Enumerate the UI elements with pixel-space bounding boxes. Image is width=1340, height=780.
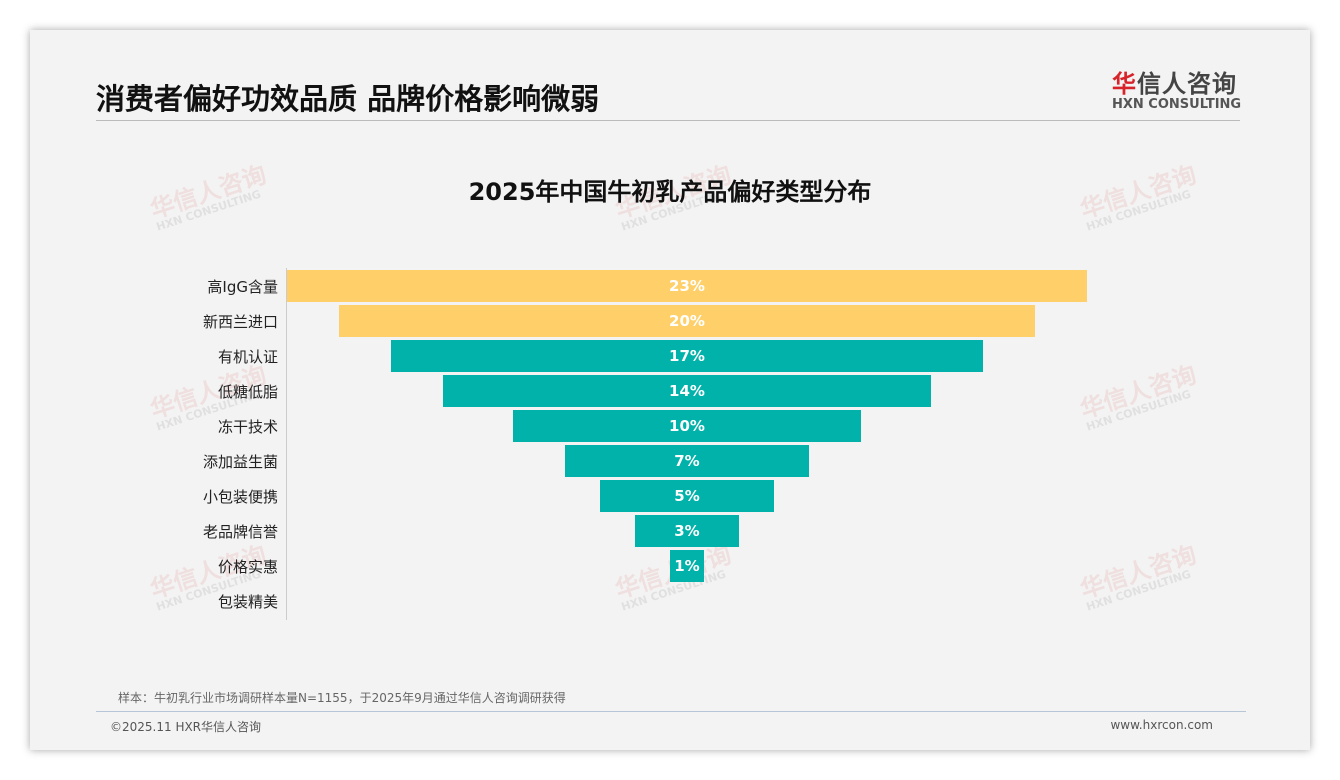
y-axis-line (286, 268, 287, 620)
copyright: ©2025.11 HXR华信人咨询 (110, 720, 262, 734)
data-label: 20% (669, 312, 705, 330)
funnel-bar: 7% (565, 445, 809, 477)
funnel-bar: 20% (339, 305, 1035, 337)
data-label: 23% (669, 277, 705, 295)
data-label: 5% (674, 487, 700, 505)
category-label: 包装精美 (217, 593, 278, 611)
category-label: 高IgG含量 (207, 278, 278, 296)
category-label: 冻干技术 (217, 418, 278, 436)
footer-divider (96, 711, 1246, 712)
funnel-bar: 1% (669, 550, 705, 582)
data-label: 14% (669, 382, 705, 400)
data-label: 3% (674, 522, 700, 540)
category-label: 低糖低脂 (217, 383, 278, 401)
category-label: 有机认证 (217, 348, 278, 366)
chart-title: 2025年中国牛初乳产品偏好类型分布 (468, 178, 872, 206)
title-divider (96, 120, 1240, 121)
slide: 消费者偏好功效品质 品牌价格影响微弱 华信人咨询 HXN CONSULTING … (30, 30, 1310, 750)
funnel-bar: 10% (513, 410, 861, 442)
category-label: 小包装便携 (202, 488, 278, 506)
data-label: 1% (674, 557, 700, 575)
logo-cn: 信人咨询 (1137, 70, 1237, 98)
data-label: 7% (674, 452, 700, 470)
funnel-bar: 5% (600, 480, 774, 512)
sample-note: 样本：牛初乳行业市场调研样本量N=1155，于2025年9月通过华信人咨询调研获… (118, 691, 566, 705)
funnel-bar: 23% (286, 270, 1088, 302)
category-label: 老品牌信誉 (202, 523, 278, 541)
website-url: www.hxrcon.com (1110, 718, 1213, 732)
logo: 华信人咨询 HXN CONSULTING (1112, 64, 1241, 112)
data-label: 10% (669, 417, 705, 435)
category-label: 添加益生菌 (202, 453, 278, 471)
page-title: 消费者偏好功效品质 品牌价格影响微弱 (96, 82, 600, 116)
category-label: 新西兰进口 (202, 313, 278, 331)
funnel-bar: 17% (391, 340, 983, 372)
data-label: 17% (669, 347, 705, 365)
funnel-bar: 3% (634, 515, 740, 547)
funnel-bar: 14% (443, 375, 931, 407)
category-label: 价格实惠 (217, 558, 278, 576)
logo-en: HXN CONSULTING (1112, 97, 1242, 112)
logo-cn-red: 华 (1112, 70, 1137, 98)
